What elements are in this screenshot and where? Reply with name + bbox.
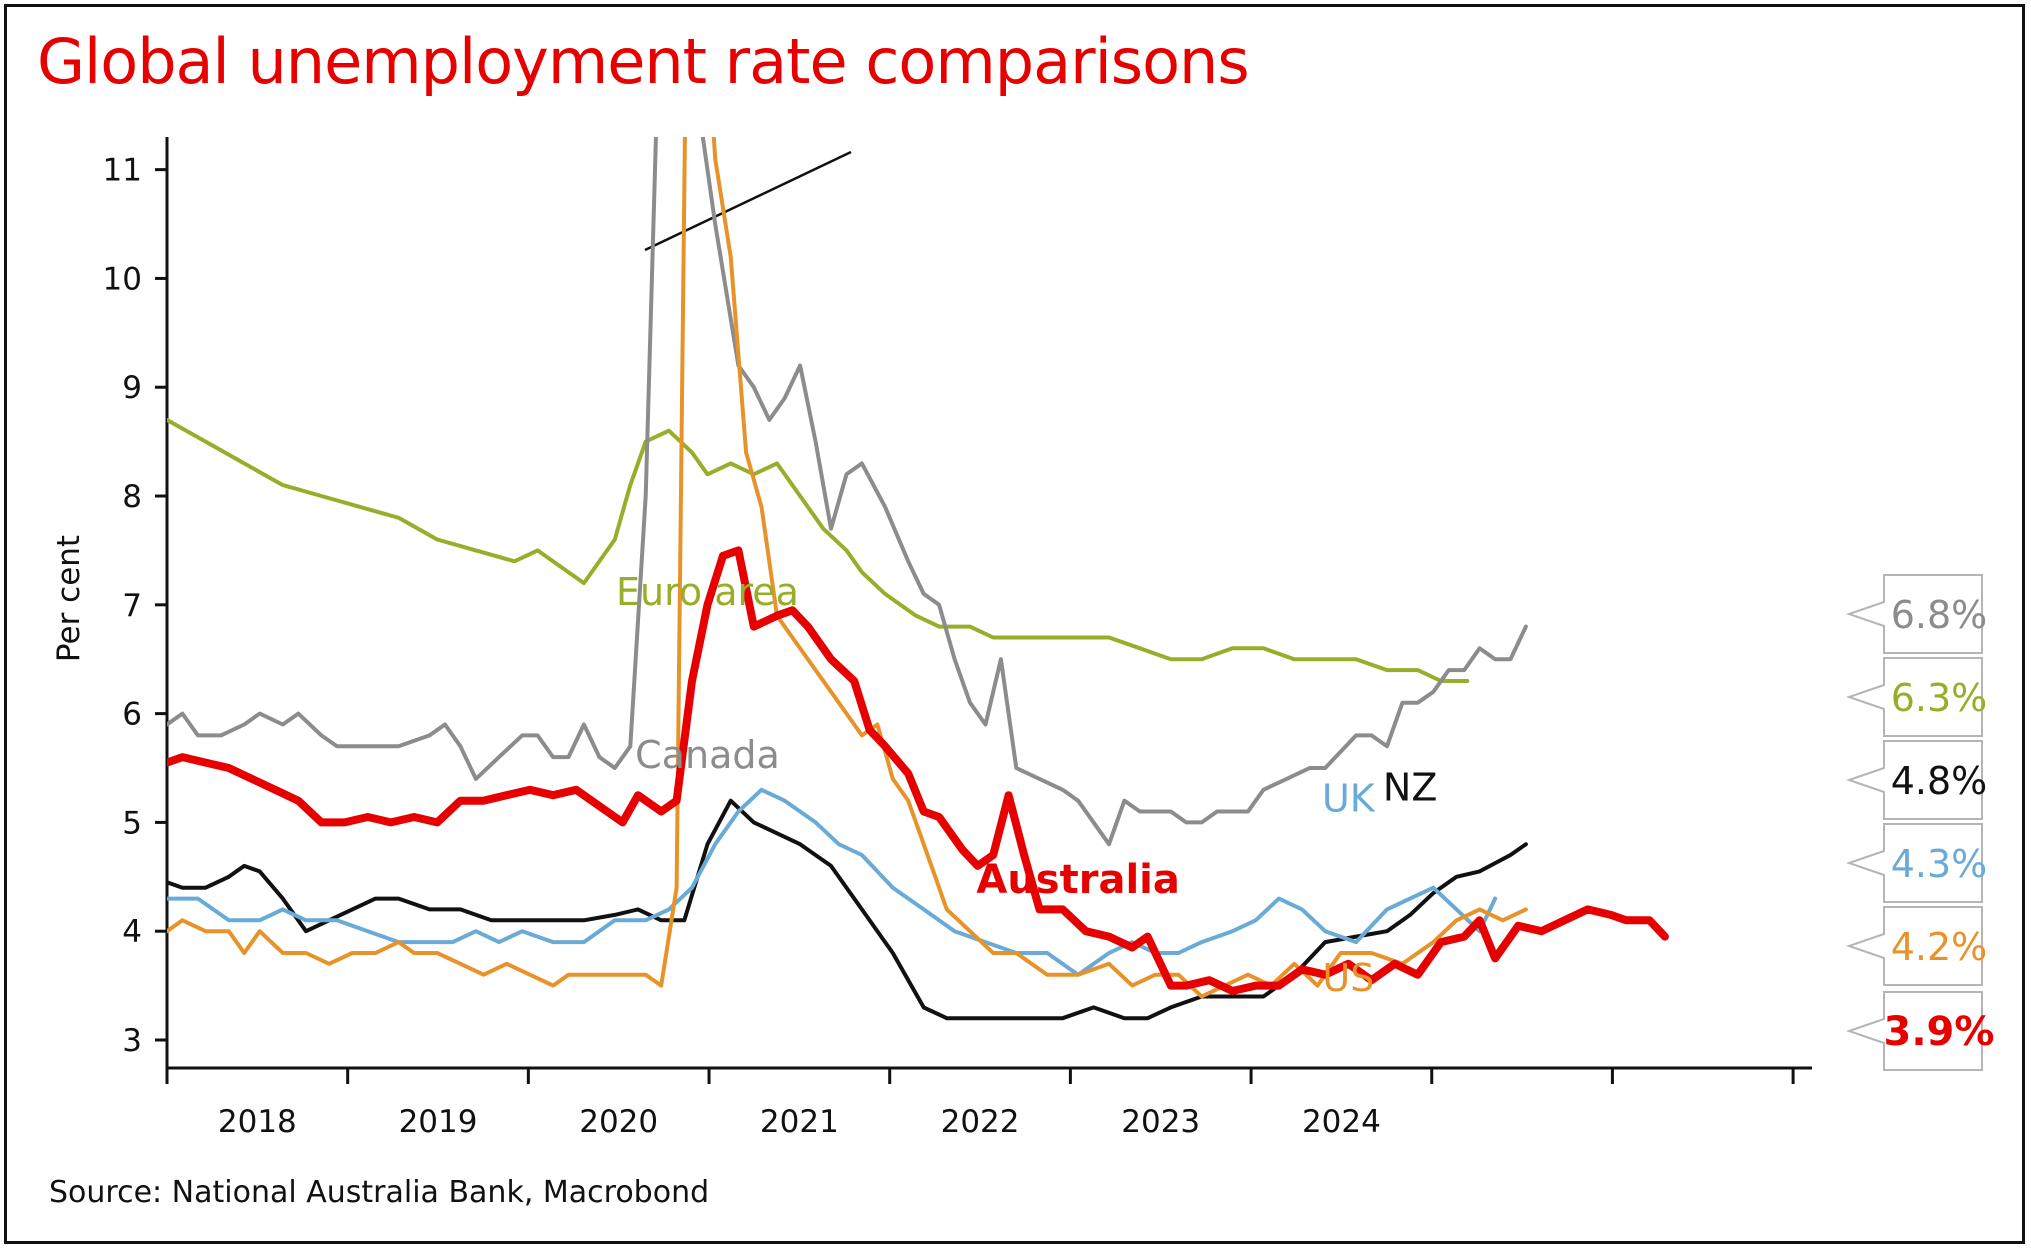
series-line-nz (167, 798, 1528, 1021)
end-value-box (1845, 574, 1983, 654)
end-value-box (1845, 740, 1983, 820)
series-line-euro-area (167, 417, 1470, 683)
series-line-canada (167, 137, 1528, 847)
chart-frame: Global unemployment rate comparisons 3 4 5… (4, 4, 2025, 1244)
x-tick-label: 2021 (760, 1104, 839, 1140)
series-label-canada: Canada (635, 733, 780, 777)
end-value-box (1845, 991, 1983, 1071)
axis-break-marker (644, 150, 852, 252)
x-tick-label: 2019 (399, 1104, 478, 1140)
end-value-label-canada: 6.8% (1891, 593, 1988, 637)
chart-title: Global unemployment rate comparisons (37, 25, 1250, 98)
y-tick-label: 7 (122, 588, 142, 624)
x-tick-label: 2024 (1302, 1104, 1381, 1140)
series-line-us (167, 137, 1528, 999)
line-chart: 3 4 5 6 7 8 9 10 11 2018 2019 2020 2021 2022 2023 2024 P… (51, 137, 1995, 1140)
end-value-box (1845, 906, 1983, 986)
end-value-label-uk: 4.3% (1891, 842, 1988, 886)
y-axis-label: Per cent (51, 535, 87, 662)
x-tick-label: 2023 (1121, 1104, 1200, 1140)
y-tick-label: 11 (103, 153, 142, 189)
y-tick-label: 8 (122, 479, 142, 515)
series-label-uk: UK (1322, 777, 1376, 821)
end-value-box (1845, 823, 1983, 903)
series-label-australia: Australia (976, 857, 1180, 903)
x-tick-label: 2020 (579, 1104, 658, 1140)
end-value-label-us: 4.2% (1891, 925, 1988, 969)
y-tick-label: 4 (122, 914, 142, 950)
series-label-euro-area: Euro area (616, 570, 799, 614)
end-value-label-australia: 3.9% (1884, 1009, 1995, 1055)
y-tick-label: 10 (103, 261, 142, 297)
y-tick-label: 9 (122, 370, 142, 406)
x-tick-label: 2018 (218, 1104, 297, 1140)
y-tick-label: 5 (122, 805, 142, 841)
series-line-australia (167, 546, 1669, 995)
series-label-us: US (1322, 956, 1374, 1000)
source-note: Source: National Australia Bank, Macrobo… (49, 1175, 710, 1210)
x-tick-label: 2022 (941, 1104, 1020, 1140)
end-value-label-euro-area: 6.3% (1891, 676, 1988, 720)
end-value-box (1845, 657, 1983, 737)
y-tick-label: 3 (122, 1023, 142, 1059)
end-value-label-nz: 4.8% (1891, 759, 1988, 803)
series-line-uk (167, 787, 1498, 977)
y-tick-label: 6 (122, 697, 142, 733)
series-label-nz: NZ (1383, 766, 1437, 810)
